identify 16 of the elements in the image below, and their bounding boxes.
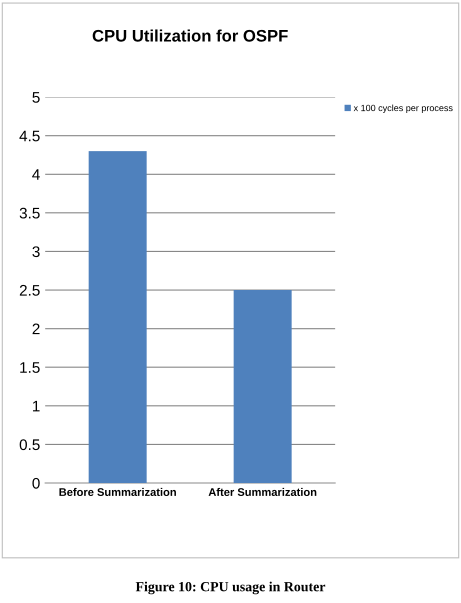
x-tick-label: After Summarization xyxy=(208,488,316,496)
y-tick-label: 0 xyxy=(32,478,40,489)
y-tick-label: 4 xyxy=(32,169,40,180)
y-tick-label: 2 xyxy=(32,324,40,334)
y-tick-label: 5 xyxy=(32,92,40,103)
y-tick-label: 3.5 xyxy=(20,208,40,219)
y-tick-label: 1.5 xyxy=(20,362,40,373)
caption: Figure 10: CPU usage in Router xyxy=(136,582,326,594)
y-tick-label: 0.5 xyxy=(20,439,40,450)
y-tick-label: 1 xyxy=(32,400,40,412)
y-tick-label: 3 xyxy=(32,246,40,258)
y-tick-label: 4.5 xyxy=(19,130,40,142)
chart-title: CPU Utilization for OSPF xyxy=(92,29,288,42)
x-tick-label: Before Summarization xyxy=(59,488,176,496)
legend-label: x 100 cycles per process xyxy=(354,104,453,113)
y-tick-label: 2.5 xyxy=(20,284,40,296)
